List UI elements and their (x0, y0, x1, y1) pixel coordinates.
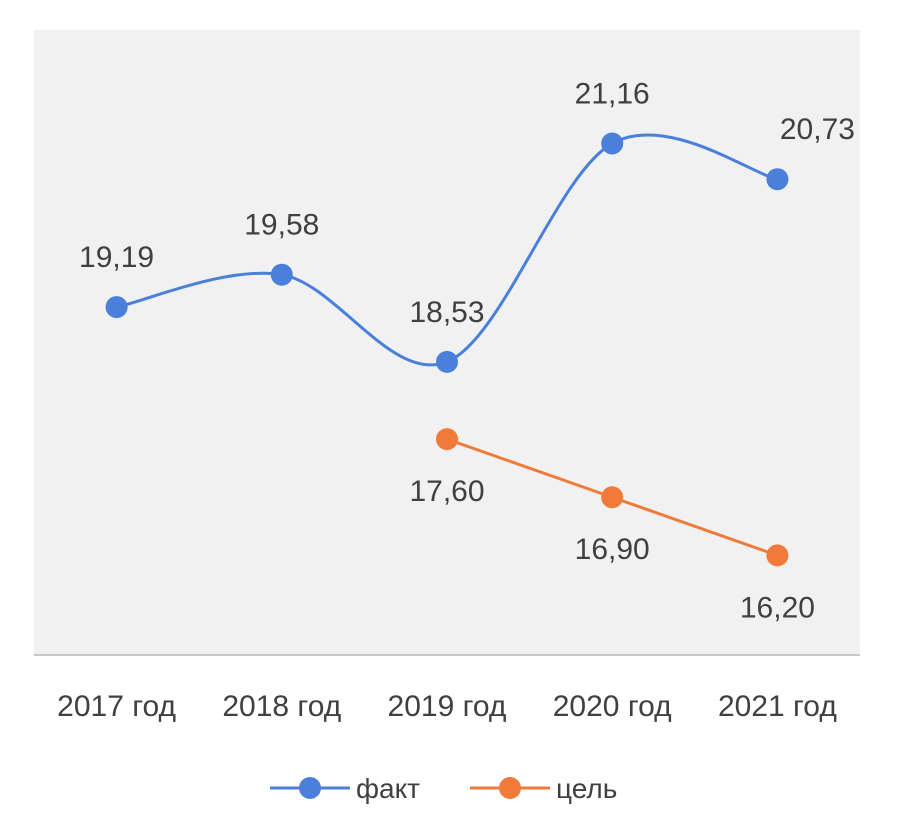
data-label-fact-1: 19,58 (244, 209, 319, 242)
data-point-target-3 (601, 486, 624, 509)
x-tick-label-0: 2017 год (57, 690, 176, 723)
legend: факт цель (270, 773, 617, 804)
data-point-fact-0 (105, 296, 128, 319)
legend-label-target: цель (556, 773, 617, 804)
data-label-target-3: 16,90 (575, 533, 650, 566)
plot-area (34, 30, 860, 655)
data-point-fact-3 (601, 132, 624, 155)
x-tick-label-3: 2020 год (553, 690, 672, 723)
legend-marker-fact (299, 777, 321, 799)
data-label-fact-2: 18,53 (409, 296, 484, 329)
data-point-target-2 (436, 428, 458, 451)
data-label-fact-0: 19,19 (79, 241, 154, 274)
legend-marker-target (499, 777, 521, 799)
x-tick-label-2: 2019 год (388, 690, 507, 723)
x-tick-label-1: 2018 год (222, 690, 341, 723)
data-point-fact-4 (766, 168, 789, 191)
data-label-fact-3: 21,16 (575, 78, 650, 111)
data-point-fact-1 (270, 263, 293, 286)
legend-label-fact: факт (356, 773, 420, 804)
data-label-target-2: 17,60 (409, 475, 484, 508)
data-label-target-4: 16,20 (740, 591, 815, 624)
data-label-fact-4: 20,73 (780, 113, 855, 146)
x-tick-label-4: 2021 год (718, 690, 837, 723)
data-point-fact-2 (436, 350, 458, 373)
data-point-target-4 (766, 544, 789, 567)
